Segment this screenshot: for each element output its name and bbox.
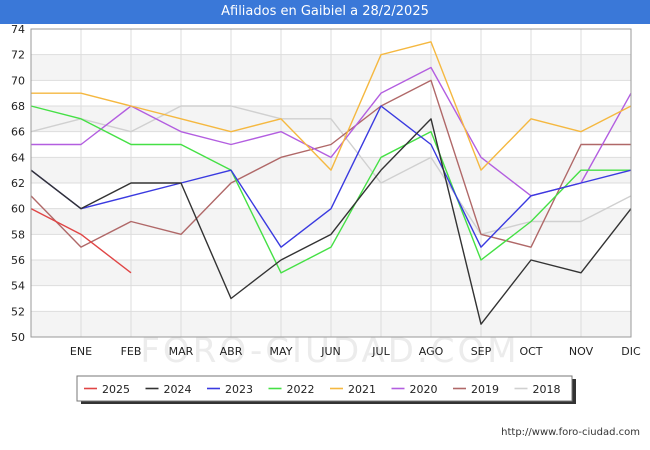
y-axis-ticks: 50 52 54 56 58 60 62 64 66 68 70 72 74 bbox=[11, 24, 25, 344]
legend-label-2021: 2021 bbox=[348, 383, 376, 396]
y-tick-label: 64 bbox=[11, 151, 25, 164]
series-line-2021 bbox=[31, 41, 632, 171]
y-tick-label: 74 bbox=[11, 24, 25, 36]
x-tick-label: NOV bbox=[569, 345, 594, 358]
x-tick-label: SEP bbox=[471, 345, 492, 358]
watermark-text: FORO-CIUDAD.COM bbox=[140, 331, 519, 371]
chart-title: Afiliados en Gaibiel a 28/2/2025 bbox=[0, 0, 650, 24]
y-tick-label: 50 bbox=[11, 331, 25, 344]
series-line-2024 bbox=[30, 118, 632, 325]
x-tick-label: MAY bbox=[270, 345, 293, 358]
y-tick-label: 68 bbox=[11, 100, 25, 113]
legend-label-2022: 2022 bbox=[287, 383, 315, 396]
legend: 2025 2024 2023 2022 2021 2020 2019 2018 bbox=[76, 375, 576, 404]
y-tick-label: 72 bbox=[11, 49, 25, 62]
series-lines bbox=[30, 41, 632, 325]
y-tick-label: 52 bbox=[11, 305, 25, 318]
legend-label-2019: 2019 bbox=[471, 383, 499, 396]
x-tick-label: FEB bbox=[121, 345, 142, 358]
legend-label-2020: 2020 bbox=[410, 383, 438, 396]
legend-box bbox=[76, 375, 573, 402]
y-tick-label: 60 bbox=[11, 203, 25, 216]
plot-frame bbox=[30, 28, 632, 338]
legend-label-2024: 2024 bbox=[164, 383, 192, 396]
legend-label-2018: 2018 bbox=[533, 383, 561, 396]
y-tick-label: 58 bbox=[11, 228, 25, 241]
x-tick-label: ABR bbox=[220, 345, 243, 358]
y-tick-label: 62 bbox=[11, 177, 25, 190]
y-tick-label: 70 bbox=[11, 74, 25, 87]
y-tick-label: 66 bbox=[11, 126, 25, 139]
x-tick-label: DIC bbox=[621, 345, 641, 358]
source-url[interactable]: http://www.foro-ciudad.com bbox=[501, 427, 640, 438]
series-line-2019 bbox=[30, 79, 631, 248]
x-axis-ticks: ENE FEB MAR ABR MAY JUN JUL AGO SEP OCT NOV DIC bbox=[70, 345, 641, 358]
series-line-2023 bbox=[30, 105, 632, 248]
x-tick-label: OCT bbox=[519, 345, 542, 358]
legend-label-2025: 2025 bbox=[102, 383, 130, 396]
x-tick-label: MAR bbox=[169, 345, 194, 358]
series-line-2022 bbox=[30, 105, 631, 274]
line-chart: FORO-CIUDAD.COM 50 52 54 56 58 60 62 64 66 68 70 72… bbox=[11, 24, 641, 404]
y-tick-label: 54 bbox=[11, 280, 25, 293]
x-tick-label: AGO bbox=[419, 345, 444, 358]
legend-label-2023: 2023 bbox=[225, 383, 253, 396]
x-tick-label: ENE bbox=[70, 345, 92, 358]
series-line-2025 bbox=[30, 208, 132, 274]
y-tick-label: 56 bbox=[11, 254, 25, 267]
x-tick-label: JUN bbox=[320, 345, 341, 358]
x-tick-label: JUL bbox=[371, 345, 390, 358]
